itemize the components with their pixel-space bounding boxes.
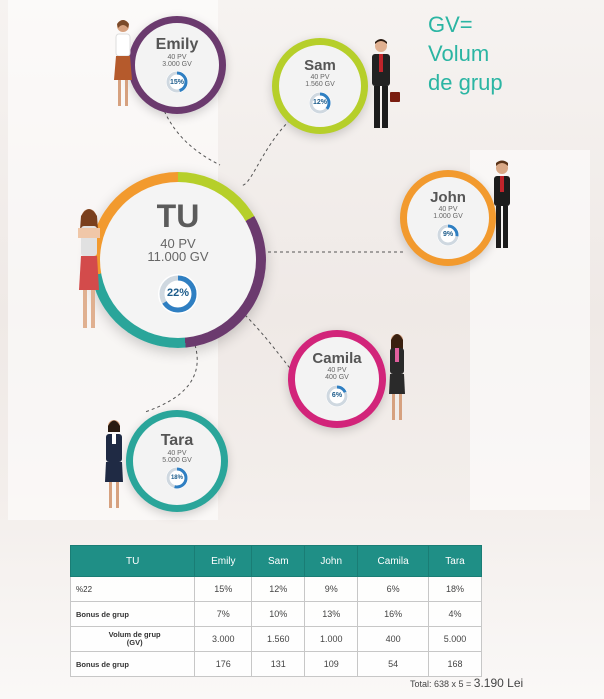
table-cell: 16% <box>357 601 429 627</box>
table-cell: 18% <box>428 576 482 602</box>
total-value: 3.190 Lei <box>473 676 524 690</box>
table-cell: 12% <box>251 576 306 602</box>
node-gv: 1.560 GV <box>305 81 335 89</box>
table-cell: 6% <box>357 576 429 602</box>
gauge-fill <box>437 224 459 246</box>
node-name: Emily <box>155 35 199 53</box>
node-sam: Sam 40 PV 1.560 GV 12% <box>272 38 368 134</box>
node-name: TU <box>156 198 200 235</box>
table-cell: 3.000 <box>194 626 253 652</box>
table-cell: 54 <box>357 651 429 677</box>
node-name: John <box>430 189 466 207</box>
node-pv: 40 PV <box>167 53 187 61</box>
percent-label: 9% <box>442 231 454 239</box>
node-pv: 40 PV <box>438 206 458 214</box>
node-gv: 3.000 GV <box>162 60 192 68</box>
column-header: John <box>304 545 359 577</box>
node-pv: 40 PV <box>160 235 196 251</box>
node-john: John 40 PV 1.000 GV 9% <box>400 170 496 266</box>
gauge-fill <box>326 385 348 407</box>
gv-legend: GV= Volum de grup <box>428 10 503 97</box>
node-camila: Camila 40 PV 400 GV 6% <box>288 330 386 428</box>
percent-gauge: 18% <box>165 467 188 490</box>
table-cell: 176 <box>194 651 253 677</box>
percent-label: 15% <box>169 78 184 86</box>
row-header: Volum de grup (GV) <box>69 626 196 652</box>
row-header: %22 <box>69 576 196 602</box>
node-pv: 40 PV <box>310 74 330 82</box>
person-tara-figure <box>105 420 123 508</box>
gv-legend-line: de grup <box>428 70 503 95</box>
percent-gauge: 15% <box>166 71 188 94</box>
table-cell: 13% <box>304 601 359 627</box>
table-cell: 10% <box>251 601 306 627</box>
column-header: Tara <box>428 545 482 577</box>
table-cell: 1.000 <box>304 626 359 652</box>
percent-gauge: 9% <box>437 223 459 246</box>
table-cell: 1.560 <box>251 626 306 652</box>
column-header: Sam <box>251 545 306 577</box>
table-header-row: TU Emily Sam John Camila Tara <box>69 545 482 577</box>
person-tu-figure <box>78 209 100 328</box>
node-tara: Tara 40 PV 5.000 GV 18% <box>126 410 228 512</box>
person-emily-figure <box>114 20 132 106</box>
node-gv: 1.000 GV <box>433 213 463 221</box>
table-cell: 4% <box>428 601 482 627</box>
gv-legend-line: GV= <box>428 12 473 37</box>
gauge-fill <box>166 71 188 93</box>
node-tu: TU 40 PV 11.000 GV 22% <box>100 182 256 338</box>
table-cell: 168 <box>428 651 482 677</box>
table-cell: 15% <box>194 576 253 602</box>
column-header: Emily <box>194 545 253 577</box>
percent-label: 18% <box>170 475 183 482</box>
gauge-fill <box>309 92 331 114</box>
row-header: Bonus de grup <box>69 601 196 627</box>
node-gv: 400 GV <box>325 374 349 382</box>
gv-legend-line: Volum <box>428 41 490 66</box>
percent-gauge: 12% <box>309 91 331 114</box>
gauge-fill <box>166 467 188 489</box>
percent-label: 6% <box>331 392 343 400</box>
node-name: Camila <box>312 350 362 368</box>
table-row: Volum de grup (GV) 3.000 1.560 1.000 400… <box>69 626 482 652</box>
table-cell: 131 <box>251 651 306 677</box>
person-sam-figure <box>372 39 400 128</box>
node-emily: Emily 40 PV 3.000 GV 15% <box>128 16 226 114</box>
node-pv: 40 PV <box>327 367 347 375</box>
person-john-figure <box>494 160 510 248</box>
table-row: Bonus de grup 7% 10% 13% 16% 4% <box>69 601 482 627</box>
column-header: Camila <box>357 545 429 577</box>
node-gv: 5.000 GV <box>162 456 192 464</box>
table-cell: 400 <box>357 626 429 652</box>
total-label: Total: 638 x 5 = <box>410 679 474 689</box>
node-gv: 11.000 GV <box>147 249 209 265</box>
percent-gauge: 22% <box>157 273 198 314</box>
node-name: Sam <box>304 57 336 75</box>
node-pv: 40 PV <box>167 449 187 457</box>
percent-label: 12% <box>312 99 327 107</box>
table-cell: 5.000 <box>428 626 482 652</box>
bonus-table: TU Emily Sam John Camila Tara %22 15% 12… <box>69 545 482 677</box>
person-camila-figure <box>389 334 405 420</box>
column-header: TU <box>69 545 196 577</box>
total-line: Total: 638 x 5 = 3.190 Lei <box>410 676 523 690</box>
table-row: %22 15% 12% 9% 6% 18% <box>69 576 482 602</box>
percent-label: 22% <box>166 287 189 300</box>
table-cell: 9% <box>304 576 359 602</box>
row-header: Bonus de grup <box>69 651 196 677</box>
table-cell: 109 <box>304 651 359 677</box>
table-row: Bonus de grup 176 131 109 54 168 <box>69 651 482 677</box>
table-cell: 7% <box>194 601 253 627</box>
node-name: Tara <box>160 431 194 449</box>
gauge-fill <box>159 275 197 313</box>
percent-gauge: 6% <box>325 384 348 407</box>
